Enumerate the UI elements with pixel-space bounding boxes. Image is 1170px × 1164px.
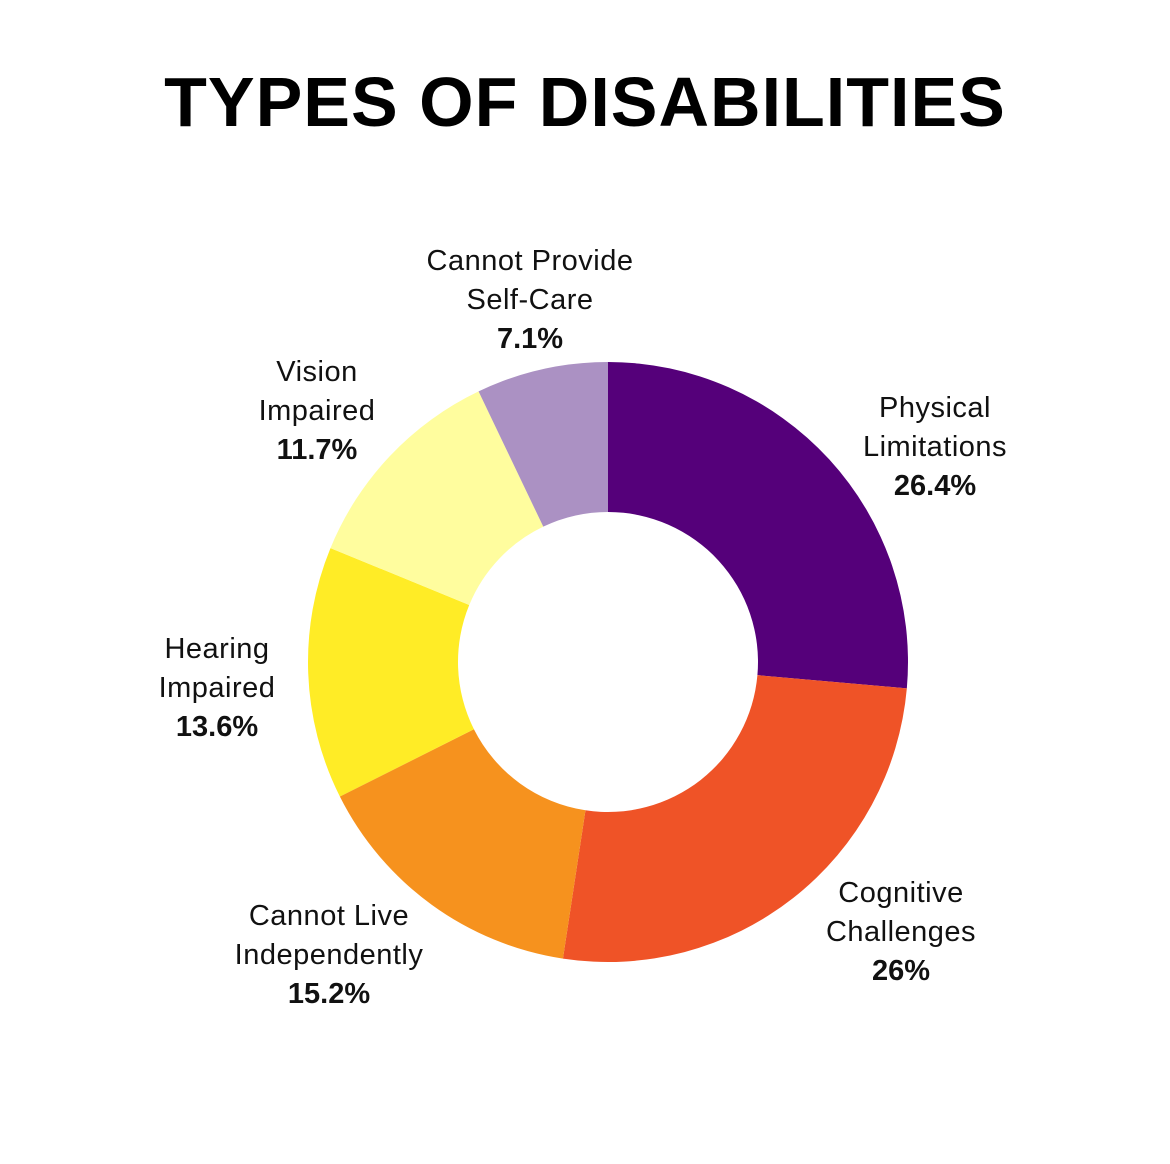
- chart-title: TYPES OF DISABILITIES: [164, 63, 1006, 141]
- slice-label-name-line: Hearing: [164, 633, 270, 665]
- slice-label-4: Vision Impaired 11.7%: [167, 353, 467, 470]
- slice-label-name-line: Impaired: [258, 395, 376, 427]
- slice-label-name-line: Impaired: [158, 672, 276, 704]
- slice-label-2: Cannot Live Independently 15.2%: [179, 897, 479, 1014]
- slice-label-name-line: Physical: [879, 392, 991, 424]
- slice-label-name-line: Self-Care: [466, 284, 594, 316]
- slice-value-label: 7.1%: [496, 323, 564, 355]
- slice-label-name-line: Challenges: [825, 916, 977, 948]
- donut-slice-3: [308, 548, 474, 797]
- slice-value-label: 26.4%: [893, 470, 977, 502]
- donut-slice-2: [339, 729, 586, 959]
- donut-slice-5: [478, 362, 608, 527]
- donut-slice-1: [562, 675, 907, 962]
- slice-label-name-line: Cognitive: [838, 877, 964, 909]
- donut-slice-4: [330, 391, 544, 606]
- slice-value-label: 26%: [871, 955, 931, 987]
- slice-value-label: 13.6%: [175, 711, 259, 743]
- slice-label-name-line: Limitations: [862, 431, 1008, 463]
- slice-label-0: Physical Limitations 26.4%: [785, 389, 1085, 506]
- slice-label-name-line: Vision: [276, 356, 358, 388]
- slice-value-label: 15.2%: [287, 978, 371, 1010]
- slice-label-5: Cannot Provide Self-Care 7.1%: [380, 242, 680, 359]
- donut-slice-0: [608, 362, 908, 689]
- slice-label-name-line: Cannot Live: [248, 900, 410, 932]
- slice-label-1: Cognitive Challenges 26%: [751, 874, 1051, 991]
- slice-label-name-line: Independently: [234, 939, 424, 971]
- slice-label-name-line: Cannot Provide: [426, 245, 634, 277]
- slice-value-label: 11.7%: [276, 434, 358, 466]
- slice-label-3: Hearing Impaired 13.6%: [67, 630, 367, 747]
